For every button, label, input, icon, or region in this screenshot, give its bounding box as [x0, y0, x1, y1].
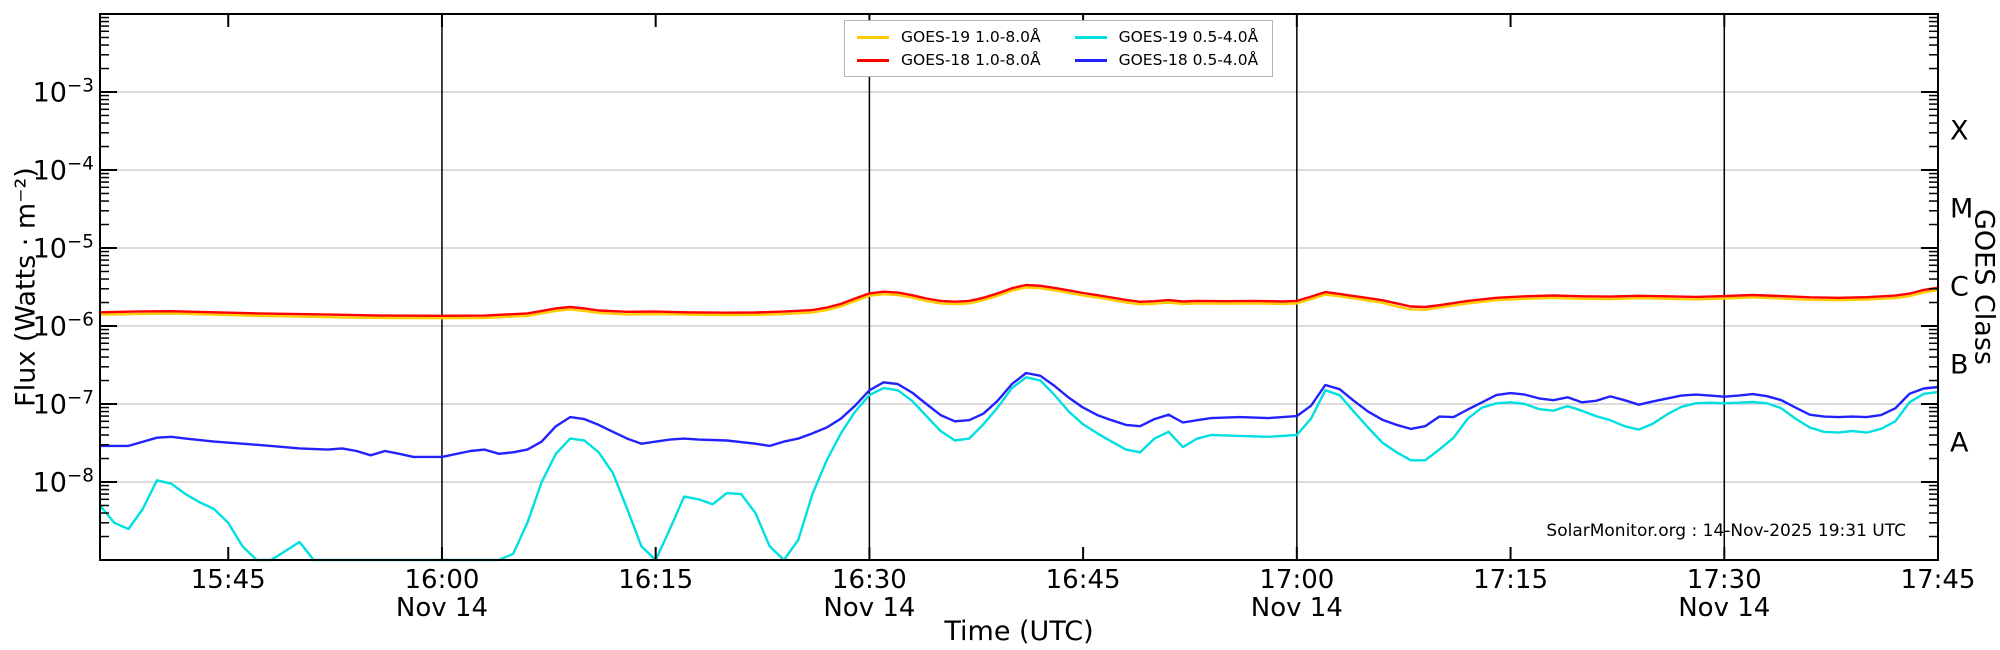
goes18-long-line-swatch	[857, 58, 889, 62]
series-goes-19-0-5-4-0-	[98, 376, 1940, 562]
y2-axis-title: GOES Class	[1968, 209, 2000, 365]
legend-box: GOES-19 1.0-8.0Å GOES-18 1.0-8.0Å GOES-1…	[844, 20, 1274, 77]
legend-item-goes18-long: GOES-18 1.0-8.0Å	[857, 51, 1041, 69]
legend-label: GOES-19 1.0-8.0Å	[901, 28, 1041, 46]
attribution-text: SolarMonitor.org : 14-Nov-2025 19:31 UTC	[1546, 521, 1906, 541]
series-goes-18-1-0-8-0-	[98, 283, 1940, 317]
legend-item-goes18-short: GOES-18 0.5-4.0Å	[1074, 51, 1259, 69]
legend-item-goes19-long: GOES-19 1.0-8.0Å	[857, 28, 1041, 46]
goes18-short-line-swatch	[1074, 58, 1107, 62]
series-goes-18-0-5-4-0-	[98, 371, 1940, 459]
legend-label: GOES-18 0.5-4.0Å	[1118, 51, 1259, 69]
legend-label: GOES-19 0.5-4.0Å	[1118, 28, 1259, 46]
goes19-long-line-swatch	[857, 35, 889, 39]
series-goes-19-1-0-8-0-	[98, 286, 1940, 320]
y-axis-title: Flux (Watts · m⁻²)	[10, 167, 42, 407]
legend-item-goes19-short: GOES-19 0.5-4.0Å	[1074, 28, 1259, 46]
x-axis-title: Time (UTC)	[944, 616, 1094, 647]
legend-label: GOES-18 1.0-8.0Å	[901, 51, 1041, 69]
plot-border	[99, 13, 1939, 561]
goes19-short-line-swatch	[1074, 35, 1107, 39]
